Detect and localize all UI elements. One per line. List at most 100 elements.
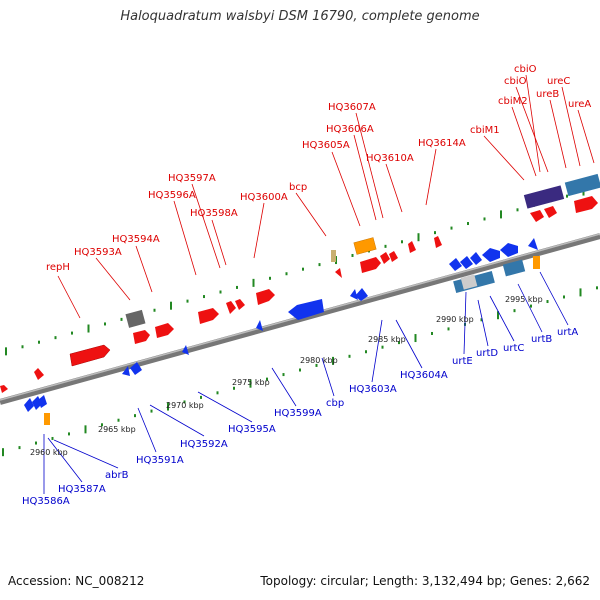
tick-mark xyxy=(500,210,502,219)
gene-other[interactable] xyxy=(460,274,478,290)
gene-reverse[interactable] xyxy=(482,248,500,262)
gene-label[interactable]: HQ3593A xyxy=(74,247,122,258)
tick-mark xyxy=(21,345,24,349)
gene-reverse[interactable] xyxy=(449,258,462,271)
gene-forward[interactable] xyxy=(544,206,557,218)
gene-other[interactable] xyxy=(564,173,600,197)
tick-mark xyxy=(483,217,486,221)
gene-label[interactable]: cbiM1 xyxy=(470,125,500,136)
gene-forward[interactable] xyxy=(34,368,44,380)
gene-reverse[interactable] xyxy=(288,299,324,320)
gene-reverse[interactable] xyxy=(355,288,368,301)
tick-mark xyxy=(104,322,106,326)
gene-forward[interactable] xyxy=(198,308,219,324)
leader-line xyxy=(321,357,335,397)
gene-label[interactable]: ureA xyxy=(568,99,591,110)
scale-label: 2990 kbp xyxy=(436,315,474,324)
gene-label[interactable]: HQ3596A xyxy=(148,190,196,201)
gene-other[interactable] xyxy=(44,413,50,425)
leader-line xyxy=(331,151,361,227)
gene-label[interactable]: HQ3607A xyxy=(328,102,376,113)
gene-forward[interactable] xyxy=(133,330,150,344)
gene-label[interactable]: cbp xyxy=(326,398,344,409)
gene-reverse[interactable] xyxy=(24,398,34,412)
leader-line xyxy=(191,183,221,269)
gene-reverse[interactable] xyxy=(38,395,47,408)
gene-reverse[interactable] xyxy=(500,243,518,257)
gene-label[interactable]: cbiO xyxy=(504,76,527,87)
gene-label[interactable]: HQ3594A xyxy=(112,234,160,245)
gene-label[interactable]: repH xyxy=(46,262,70,273)
gene-forward[interactable] xyxy=(335,268,342,278)
gene-label[interactable]: HQ3605A xyxy=(302,140,350,151)
gene-reverse[interactable] xyxy=(130,362,142,375)
gene-forward[interactable] xyxy=(226,301,236,314)
gene-label[interactable]: ureC xyxy=(547,76,570,87)
gene-label[interactable]: HQ3587A xyxy=(58,484,106,495)
gene-reverse[interactable] xyxy=(256,320,263,331)
gene-forward[interactable] xyxy=(360,257,381,273)
gene-label[interactable]: HQ3600A xyxy=(240,192,288,203)
gene-label[interactable]: HQ3598A xyxy=(190,208,238,219)
gene-forward[interactable] xyxy=(574,196,598,213)
gene-forward[interactable] xyxy=(256,289,275,305)
reverse-genes xyxy=(24,238,540,425)
gene-forward[interactable] xyxy=(155,323,174,338)
gene-label[interactable]: urtB xyxy=(531,334,552,345)
gene-label[interactable]: ureB xyxy=(536,89,559,100)
gene-label[interactable]: HQ3614A xyxy=(418,138,466,149)
gene-label[interactable]: HQ3606A xyxy=(326,124,374,135)
gene-forward[interactable] xyxy=(408,241,416,253)
gene-other[interactable] xyxy=(125,309,146,328)
gene-other[interactable] xyxy=(353,237,377,255)
gene-reverse[interactable] xyxy=(528,238,538,250)
gene-label[interactable]: cbiM2 xyxy=(498,96,528,107)
tick-mark xyxy=(285,272,288,276)
gene-forward[interactable] xyxy=(530,210,544,222)
gene-label[interactable]: HQ3591A xyxy=(136,455,184,466)
gene-forward[interactable] xyxy=(434,236,442,248)
gene-other[interactable] xyxy=(502,259,526,277)
tick-mark xyxy=(18,446,21,450)
leader-line xyxy=(477,299,489,347)
gene-forward[interactable] xyxy=(0,385,8,393)
gene-label[interactable]: HQ3586A xyxy=(22,496,70,507)
tick-mark xyxy=(200,395,202,399)
tick-mark xyxy=(38,340,40,344)
gene-label[interactable]: HQ3595A xyxy=(228,424,276,435)
gene-label[interactable]: urtE xyxy=(452,356,473,367)
gene-label[interactable]: HQ3592A xyxy=(180,439,228,450)
gene-label[interactable]: urtA xyxy=(557,327,578,338)
gene-reverse[interactable] xyxy=(350,289,358,300)
gene-reverse[interactable] xyxy=(460,256,473,269)
gene-reverse[interactable] xyxy=(122,366,130,376)
tick-mark xyxy=(269,276,271,280)
tick-mark xyxy=(302,267,304,271)
gene-label[interactable]: urtC xyxy=(503,343,524,354)
gene-other[interactable] xyxy=(331,250,336,262)
gene-other[interactable] xyxy=(523,185,565,209)
gene-reverse[interactable] xyxy=(470,252,482,265)
gene-other[interactable] xyxy=(533,256,540,269)
gene-label[interactable]: HQ3597A xyxy=(168,173,216,184)
gene-forward[interactable] xyxy=(69,344,111,367)
tick-mark xyxy=(236,285,238,289)
gene-label[interactable]: HQ3599A xyxy=(274,408,322,419)
gene-reverse[interactable] xyxy=(182,345,189,355)
gene-label[interactable]: urtD xyxy=(476,348,498,359)
gene-forward[interactable] xyxy=(235,299,245,310)
gene-label[interactable]: HQ3610A xyxy=(366,153,414,164)
tick-mark xyxy=(186,299,189,303)
gene-forward[interactable] xyxy=(380,252,390,264)
gene-forward[interactable] xyxy=(389,251,398,262)
gene-label[interactable]: HQ3604A xyxy=(400,370,448,381)
gene-label[interactable]: abrB xyxy=(105,470,129,481)
gene-label[interactable]: bcp xyxy=(289,182,307,193)
tick-mark xyxy=(332,356,334,365)
tick-mark xyxy=(170,301,172,310)
gene-label[interactable]: cbiO xyxy=(514,64,537,75)
tick-mark xyxy=(566,194,568,198)
gene-label[interactable]: HQ3603A xyxy=(349,384,397,395)
tick-mark xyxy=(71,331,73,335)
